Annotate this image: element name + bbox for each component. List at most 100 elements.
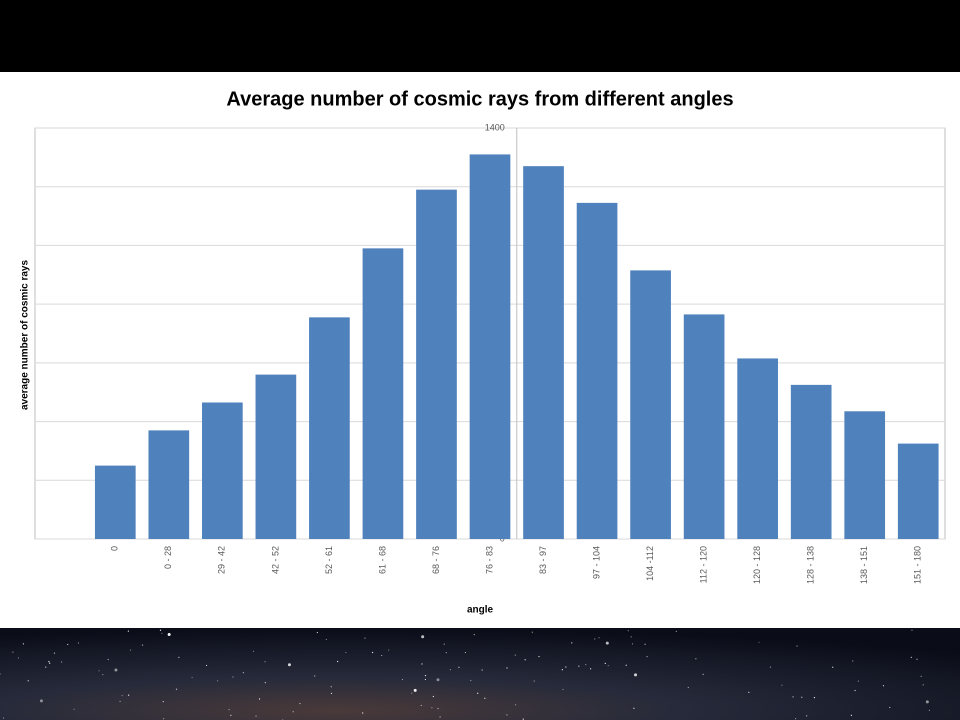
star	[605, 641, 609, 645]
star	[625, 664, 627, 666]
star	[119, 700, 121, 702]
star	[345, 651, 347, 654]
star	[695, 658, 697, 660]
star	[850, 714, 852, 716]
star	[813, 696, 816, 699]
star	[45, 666, 47, 668]
star	[524, 659, 526, 661]
star	[161, 632, 163, 634]
star	[857, 680, 859, 682]
star	[337, 660, 339, 663]
star	[114, 668, 118, 672]
x-tick-label: 42 - 52	[270, 546, 280, 574]
x-tick-label: 0 - 28	[163, 546, 173, 569]
stars	[0, 629, 931, 720]
star	[325, 638, 327, 641]
star	[644, 643, 646, 645]
bar	[94, 465, 136, 539]
star	[598, 637, 600, 639]
star	[578, 665, 580, 667]
star	[162, 701, 164, 703]
star	[0, 673, 1, 675]
star	[675, 630, 677, 632]
bar	[309, 317, 350, 539]
bar	[202, 402, 243, 539]
star	[801, 696, 803, 698]
x-tick-label: 29 - 42	[217, 546, 227, 574]
star	[484, 697, 486, 699]
star	[48, 661, 50, 663]
x-tick-label: 68 - 76	[431, 546, 441, 574]
star	[515, 704, 517, 706]
star	[364, 637, 366, 639]
star	[431, 707, 433, 709]
x-tick-label: 52 - 61	[324, 546, 334, 574]
star	[571, 642, 573, 644]
star	[159, 629, 162, 631]
star	[436, 678, 440, 682]
bar	[469, 154, 511, 539]
star	[372, 651, 374, 654]
star	[910, 656, 912, 658]
star	[228, 708, 230, 711]
star	[424, 674, 427, 677]
x-tick-label: 128 - 138	[806, 546, 816, 584]
bar	[844, 411, 886, 539]
star	[421, 663, 423, 665]
star	[258, 698, 261, 700]
bar	[148, 430, 190, 539]
x-tick-label: 120 - 128	[752, 546, 762, 584]
star	[806, 715, 808, 717]
x-tick-label: 83 - 97	[538, 546, 548, 574]
bar	[362, 248, 404, 539]
star	[167, 633, 171, 637]
star	[882, 685, 885, 687]
star	[911, 629, 913, 631]
star	[129, 649, 132, 651]
bar	[790, 384, 832, 539]
star	[445, 652, 447, 654]
star	[925, 700, 929, 704]
star	[514, 654, 516, 656]
x-tick-label: 151 - 180	[913, 546, 923, 584]
star	[630, 636, 632, 638]
star	[127, 630, 129, 632]
star	[481, 669, 483, 671]
star	[928, 709, 931, 712]
star	[98, 670, 100, 672]
star	[473, 634, 475, 636]
x-tick-label: 104 -112	[645, 546, 655, 581]
star	[401, 678, 404, 681]
star	[922, 684, 924, 686]
x-tick-label: 138 - 151	[859, 546, 869, 584]
star	[141, 644, 144, 646]
x-tick-label: 97 - 104	[591, 546, 601, 579]
star	[889, 706, 891, 709]
star	[316, 631, 318, 634]
star	[702, 673, 704, 675]
star	[411, 692, 413, 694]
star	[852, 660, 854, 662]
star	[437, 707, 439, 710]
bar	[897, 443, 939, 539]
star	[506, 667, 508, 669]
x-tick-label: 112 - 120	[698, 546, 708, 583]
star	[49, 662, 51, 664]
top-band	[0, 0, 960, 72]
star	[832, 666, 834, 668]
space-background	[0, 628, 960, 720]
star	[562, 688, 564, 691]
star	[60, 661, 63, 663]
star	[17, 657, 20, 659]
star	[769, 666, 772, 668]
star	[531, 631, 533, 633]
star	[758, 641, 760, 643]
star	[362, 712, 364, 714]
star	[565, 666, 567, 668]
y-axis-title: average number of cosmic rays	[20, 260, 31, 411]
x-axis-title: angle	[467, 605, 494, 616]
star	[781, 684, 783, 686]
star	[314, 675, 316, 677]
star	[39, 699, 43, 703]
star	[533, 680, 535, 682]
